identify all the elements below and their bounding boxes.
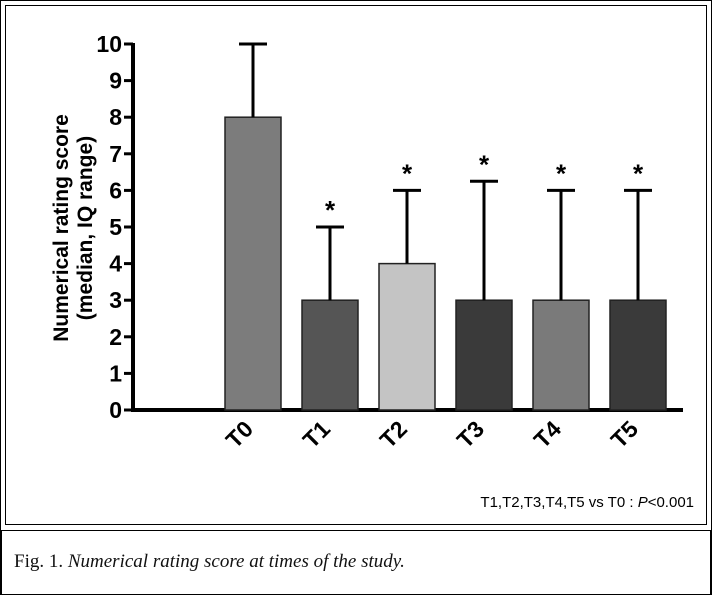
y-tick-label: 1 (109, 360, 122, 386)
y-tick-label: 2 (109, 324, 122, 350)
caption-text: Numerical rating score at times of the s… (67, 551, 405, 572)
p-symbol: P (637, 494, 648, 511)
x-tick-label-t3: T3 (452, 416, 489, 453)
bar-t2 (378, 262, 436, 411)
caption-figure-number: Fig. 1. (14, 551, 64, 572)
figure-caption: Fig. 1. Numerical rating score at times … (14, 551, 405, 573)
y-tick-label: 6 (109, 177, 122, 203)
y-tick-label: 9 (109, 68, 122, 94)
y-tick-label: 8 (109, 104, 122, 130)
significance-note-prefix: T1,T2,T3,T4,T5 vs T0 : (480, 494, 638, 511)
y-axis-title-line1: Numerical rating score (50, 114, 73, 342)
x-tick-label-t5: T5 (606, 416, 644, 454)
bar-t4 (532, 299, 590, 411)
bars-group: * * * * * (224, 42, 667, 411)
significance-star-t1: * (325, 195, 336, 225)
x-axis: T0 T1 T2 T3 T4 T5 (131, 408, 683, 454)
y-axis: 0 1 2 3 4 5 6 7 8 9 10 (96, 31, 135, 423)
significance-star-t3: * (479, 149, 490, 179)
bar-t1 (301, 299, 359, 411)
x-tick-label-t4: T4 (529, 416, 567, 454)
x-tick-label-t1: T1 (298, 416, 336, 454)
bar-t3 (455, 299, 513, 411)
bar-t5 (609, 299, 667, 411)
significance-star-t2: * (402, 158, 413, 188)
y-axis-title-line2: (median, IQ range) (74, 136, 97, 320)
y-tick-label: 7 (109, 141, 122, 167)
caption-panel (1, 530, 711, 594)
x-tick-label-t2: T2 (375, 416, 412, 453)
y-tick-label: 5 (109, 214, 122, 240)
p-value: <0.001 (647, 494, 694, 511)
significance-star-t5: * (633, 158, 644, 188)
y-tick-label: 4 (109, 251, 122, 277)
significance-star-t4: * (556, 158, 567, 188)
bar-t0 (224, 116, 282, 411)
y-tick-label: 0 (109, 397, 122, 423)
significance-note: T1,T2,T3,T4,T5 vs T0 : P<0.001 (480, 494, 694, 511)
y-tick-label: 3 (109, 287, 122, 313)
chart-panel (5, 5, 707, 525)
x-tick-label-t0: T0 (221, 416, 258, 453)
y-tick-label: 10 (96, 31, 122, 57)
